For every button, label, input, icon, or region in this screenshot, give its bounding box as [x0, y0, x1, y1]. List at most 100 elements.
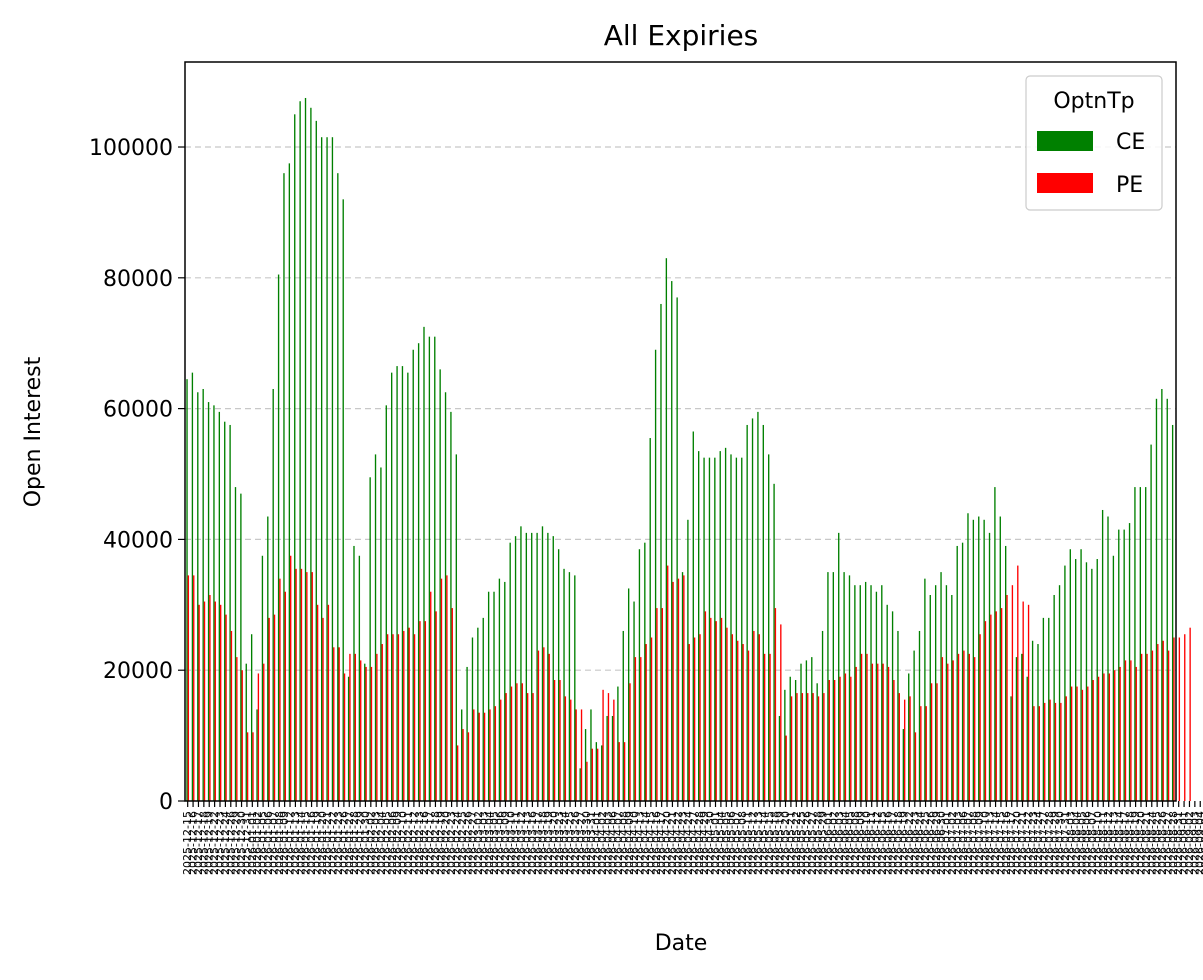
- x-tick-label: 2026-03-11: [510, 811, 523, 875]
- bar-ce: [945, 585, 948, 801]
- y-axis-ticks: 0 20000 40000 60000 80000 100000: [89, 136, 185, 815]
- bar-pe: [214, 601, 216, 801]
- x-tick-label: 2026-08-20: [1134, 811, 1147, 875]
- x-tick-label: 2026-08-07: [1086, 811, 1099, 875]
- bar-ce: [1037, 644, 1039, 801]
- bar-pe: [1157, 644, 1159, 801]
- bar-ce: [218, 411, 221, 801]
- x-tick-label: 2025-12-19: [203, 811, 216, 875]
- bar-ce: [541, 526, 544, 801]
- x-tick-label: 2026-01-20: [316, 811, 329, 875]
- x-tick-label: 2026-05-08: [736, 811, 749, 875]
- x-tick-label: 2025-12-15: [181, 811, 194, 875]
- bar-pe: [360, 660, 362, 801]
- x-tick-label: 2026-02-23: [445, 811, 458, 875]
- bar-pe: [866, 653, 868, 801]
- bar-ce: [881, 585, 883, 801]
- bar-pe: [225, 614, 227, 801]
- bar-ce: [617, 686, 619, 801]
- bar-pe: [860, 653, 863, 801]
- x-tick-label: 2026-07-27: [1038, 811, 1051, 875]
- bar-ce: [778, 715, 781, 801]
- bar-ce: [288, 163, 291, 801]
- bar-ce: [531, 532, 533, 801]
- bar-pe: [510, 686, 513, 801]
- bar-ce: [213, 405, 215, 801]
- bar-ce: [1107, 516, 1109, 801]
- bar-pe: [623, 742, 626, 801]
- bar-pe: [1022, 601, 1024, 801]
- bar-pe: [440, 578, 443, 801]
- bar-pe: [823, 693, 825, 801]
- x-tick-label: 2026-07-07: [962, 811, 975, 875]
- bar-ce: [714, 457, 716, 801]
- bar-pe: [548, 653, 550, 801]
- bar-ce: [498, 578, 501, 801]
- x-tick-label: 2026-05-12: [747, 811, 760, 875]
- bar-pe: [564, 696, 567, 801]
- bar-pe: [1140, 653, 1143, 801]
- bar-pe: [521, 683, 523, 801]
- bar-ce: [240, 493, 242, 801]
- bar-ce: [595, 742, 598, 801]
- bar-pe: [591, 748, 593, 801]
- bar-ce: [277, 274, 280, 801]
- bar-ce: [821, 630, 824, 801]
- bar-pe: [968, 653, 970, 801]
- bar-ce: [304, 97, 307, 802]
- x-tick-label: 2026-04-28: [693, 811, 706, 875]
- bar-ce: [1139, 487, 1141, 801]
- bar-ce: [326, 137, 328, 801]
- bar-ce: [1112, 555, 1115, 801]
- bar-pe: [1076, 686, 1078, 801]
- bar-pe: [957, 653, 960, 801]
- bar-ce: [1031, 640, 1034, 801]
- bar-pe: [742, 644, 744, 801]
- bar-pe: [559, 680, 561, 801]
- bar-ce: [557, 549, 560, 801]
- x-tick-label: 2026-02-26: [461, 811, 474, 875]
- bar-pe: [677, 578, 680, 801]
- bar-pe: [489, 709, 491, 801]
- bar-ce: [455, 454, 457, 801]
- bar-ce: [1171, 424, 1174, 801]
- bar-ce: [1128, 523, 1131, 801]
- bar-pe: [984, 621, 987, 801]
- bar-pe: [419, 621, 421, 801]
- x-tick-label: 2026-08-28: [1167, 811, 1180, 875]
- bar-ce: [224, 421, 226, 801]
- x-tick-label: 2026-03-20: [547, 811, 560, 875]
- x-tick-label: 2026-01-29: [354, 811, 367, 875]
- x-tick-label: 2026-03-02: [472, 811, 485, 875]
- bar-pe: [316, 604, 319, 801]
- bar-ce: [665, 258, 668, 801]
- bar-ce: [547, 532, 549, 801]
- x-tick-label: 2026-01-05: [257, 811, 270, 875]
- bar-pe: [763, 653, 766, 801]
- x-tick-label: 2026-05-18: [768, 811, 781, 875]
- bar-pe: [1054, 702, 1057, 801]
- x-tick-label: 2026-02-13: [413, 811, 426, 875]
- bar-ce: [245, 663, 247, 801]
- bar-pe: [597, 748, 599, 801]
- bar-ce: [574, 575, 576, 801]
- bar-ce: [601, 745, 603, 801]
- x-tick-label: 2026-06-02: [828, 811, 841, 875]
- x-tick-label: 2026-05-15: [763, 811, 776, 875]
- bar-ce: [967, 513, 969, 801]
- x-tick-label: 2026-03-05: [488, 811, 501, 875]
- bar-pe: [311, 572, 313, 801]
- bar-pe: [855, 666, 857, 801]
- bar-pe: [1173, 637, 1175, 801]
- x-tick-label: 2026-03-12: [515, 811, 528, 875]
- bar-pe: [408, 627, 410, 801]
- bar-ce: [934, 585, 937, 801]
- x-tick-label: 2026-02-16: [418, 811, 431, 875]
- bar-pe: [930, 683, 933, 801]
- bar-ce: [730, 454, 732, 801]
- bar-ce: [784, 689, 786, 801]
- x-tick-label: 2026-02-09: [391, 811, 404, 875]
- x-tick-label: 2026-08-11: [1097, 811, 1110, 875]
- bar-pe: [263, 663, 265, 801]
